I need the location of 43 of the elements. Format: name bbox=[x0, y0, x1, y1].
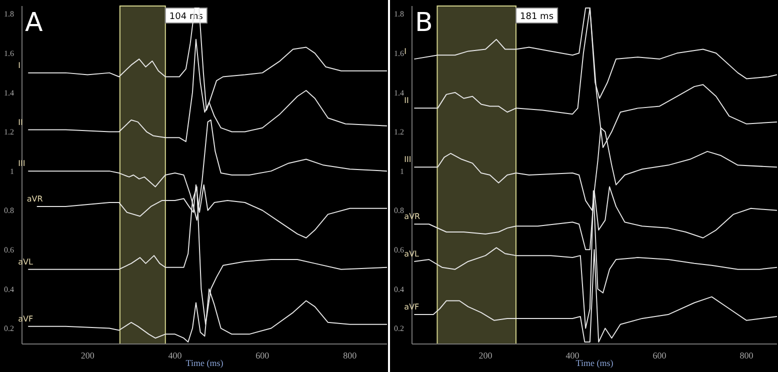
series-label: I bbox=[404, 47, 407, 56]
y-tick-label: 0.2 bbox=[4, 324, 14, 334]
y-tick-label: 0.6 bbox=[394, 246, 404, 255]
y-tick-label: 1.2 bbox=[4, 128, 14, 137]
y-tick-label: 1.4 bbox=[394, 88, 404, 98]
series-label: aVR bbox=[404, 212, 421, 222]
x-tick-label: 400 bbox=[566, 350, 580, 360]
y-tick-label: 1.8 bbox=[394, 10, 404, 19]
y-tick-label: 0.4 bbox=[4, 284, 14, 294]
series-label: I bbox=[18, 60, 20, 70]
y-tick-label: 1 bbox=[400, 166, 404, 176]
y-tick-label: 1.6 bbox=[4, 49, 14, 58]
chart-title: A bbox=[25, 8, 43, 38]
y-tick-label: 1 bbox=[10, 166, 14, 176]
series-label: II bbox=[18, 118, 23, 127]
series-label: III bbox=[18, 159, 26, 168]
y-tick-label: 1.6 bbox=[394, 49, 404, 58]
x-tick-label: 400 bbox=[168, 350, 182, 360]
x-axis-title: Time (ms) bbox=[576, 358, 614, 368]
series-label: aVL bbox=[18, 257, 34, 266]
x-tick-label: 800 bbox=[343, 350, 358, 360]
y-tick-label: 1.2 bbox=[394, 128, 404, 137]
y-tick-label: 0.8 bbox=[394, 206, 404, 216]
y-tick-label: 1.4 bbox=[4, 88, 14, 98]
y-tick-label: 0.2 bbox=[394, 324, 404, 334]
x-tick-label: 200 bbox=[80, 350, 95, 360]
series-label: aVF bbox=[18, 314, 34, 324]
y-tick-label: 0.4 bbox=[394, 284, 404, 294]
series-label: aVF bbox=[404, 302, 420, 312]
y-tick-label: 0.8 bbox=[4, 206, 14, 216]
x-tick-label: 200 bbox=[478, 350, 493, 360]
x-tick-label: 600 bbox=[256, 350, 270, 360]
x-tick-label: 800 bbox=[740, 350, 754, 360]
series-label: aVR bbox=[26, 194, 44, 204]
series-label: III bbox=[404, 155, 412, 164]
chart-title: B bbox=[415, 8, 433, 38]
x-tick-label: 600 bbox=[652, 350, 667, 360]
series-label: aVL bbox=[404, 249, 420, 258]
x-axis-title: Time (ms) bbox=[186, 358, 224, 368]
y-tick-label: 0.6 bbox=[4, 246, 14, 255]
y-tick-label: 1.8 bbox=[4, 10, 14, 19]
band-label: 181 ms bbox=[520, 12, 554, 22]
series-label: II bbox=[404, 96, 409, 106]
